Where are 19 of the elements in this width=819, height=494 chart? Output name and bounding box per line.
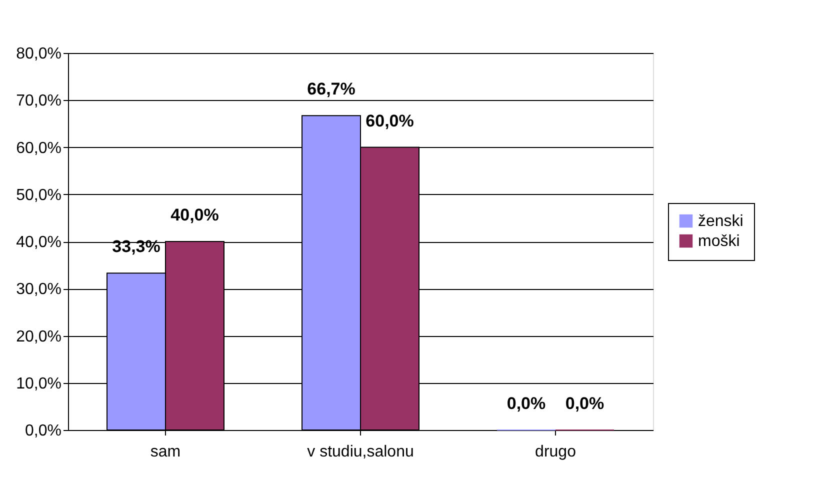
data-label: 40,0% xyxy=(170,206,219,224)
y-tick-label: 80,0% xyxy=(16,46,62,62)
y-tick-label: 60,0% xyxy=(16,140,62,157)
y-tick-label: 70,0% xyxy=(16,92,62,110)
data-label: 0,0% xyxy=(506,394,546,413)
y-tick-label: 30,0% xyxy=(16,281,62,298)
x-tick-label: sam xyxy=(150,444,181,460)
y-tick-label: 10,0% xyxy=(16,375,62,392)
y-tick-label: 0,0% xyxy=(25,422,62,440)
legend-label: moški xyxy=(698,233,740,250)
y-tick-label: 50,0% xyxy=(16,186,62,204)
legend-label: ženski xyxy=(698,213,744,230)
data-label: 60,0% xyxy=(366,111,414,130)
x-tick-label: drugo xyxy=(535,444,576,460)
data-label: 66,7% xyxy=(307,80,356,99)
y-tick-label: 40,0% xyxy=(16,234,62,251)
x-tick-label: v studiu,salonu xyxy=(307,444,414,460)
data-label: 0,0% xyxy=(565,394,604,413)
y-tick-label: 20,0% xyxy=(16,328,62,346)
